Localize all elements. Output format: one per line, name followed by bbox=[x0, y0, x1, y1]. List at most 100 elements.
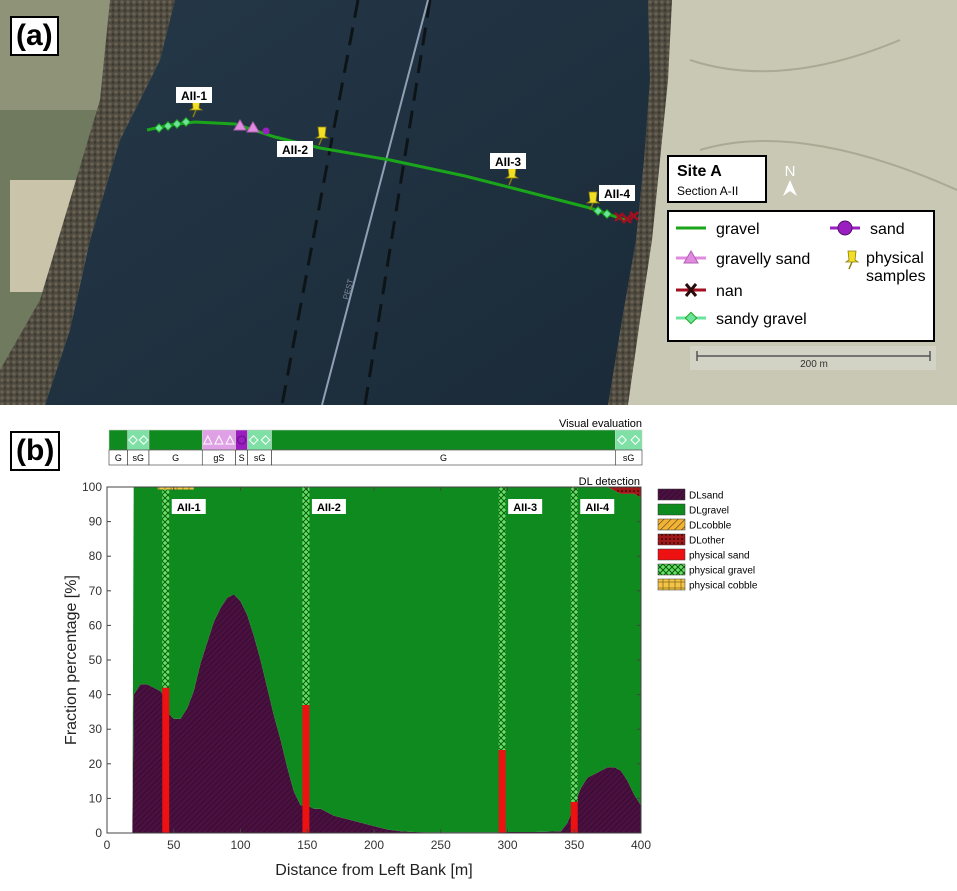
panel-b-label: (b) bbox=[10, 431, 61, 471]
svg-text:physical: physical bbox=[866, 250, 924, 267]
legend-gravelly-sand-icon bbox=[683, 250, 699, 264]
x-tick-label: 100 bbox=[230, 838, 250, 852]
site-subtitle: Section A-II bbox=[677, 184, 738, 198]
right-riverbank-trees bbox=[608, 0, 672, 405]
visual-sandy-gravel-marker bbox=[617, 435, 627, 445]
svg-text:sand: sand bbox=[870, 221, 905, 238]
sample-pin-icon bbox=[585, 191, 601, 211]
y-tick-label: 10 bbox=[89, 791, 103, 805]
sample-label-1: AII-1 bbox=[177, 502, 201, 514]
legend-swatch-psand bbox=[657, 548, 686, 561]
svg-text:200 m: 200 m bbox=[800, 359, 828, 370]
legend-label-pcobble: physical cobble bbox=[689, 581, 758, 592]
bridge-edge-dashed bbox=[280, 0, 360, 406]
legend-swatch-gravel bbox=[657, 503, 686, 516]
visual-segment-gravel bbox=[108, 429, 128, 451]
visual-evaluation-title: Visual evaluation bbox=[559, 418, 642, 430]
sample-label-2: AII-2 bbox=[317, 502, 341, 514]
physical-gravel-bar-3 bbox=[498, 487, 506, 750]
y-tick-label: 60 bbox=[89, 618, 103, 632]
legend-label-cobble: DLcobble bbox=[689, 521, 732, 532]
visual-code-label: sG bbox=[254, 453, 266, 463]
legend-sandy-gravel-icon bbox=[684, 311, 698, 325]
svg-text:AII-1: AII-1 bbox=[181, 89, 207, 103]
physical-sand-bar-4 bbox=[570, 801, 578, 833]
visual-sand-marker bbox=[237, 435, 246, 445]
physical-gravel-bar-1 bbox=[162, 487, 170, 688]
y-tick-label: 50 bbox=[89, 653, 103, 667]
sample-label-aii-3: AII-3 bbox=[490, 153, 526, 169]
sample-pin-icon bbox=[314, 126, 330, 146]
legend-label-sand: DLsand bbox=[689, 491, 723, 502]
bridge-road-line bbox=[321, 0, 429, 406]
area-dlgravel bbox=[132, 487, 641, 833]
x-tick-label: 250 bbox=[431, 838, 451, 852]
sample-label-aii-1: AII-1 bbox=[176, 87, 212, 103]
x-tick-label: 150 bbox=[297, 838, 317, 852]
visual-segment-sandy-gravel bbox=[247, 429, 272, 451]
aerial-map: PEST bbox=[0, 0, 957, 406]
x-tick-label: 200 bbox=[364, 838, 384, 852]
chart-legend: DLsand DLgravel DLcobble DLother physical sa… bbox=[657, 488, 758, 592]
legend-swatch-cobble bbox=[657, 518, 686, 531]
visual-sandy-gravel-marker bbox=[260, 435, 271, 445]
svg-text:AII-3: AII-3 bbox=[495, 155, 521, 169]
panel-a-label: (a) bbox=[10, 16, 59, 56]
visual-segment-gravel bbox=[271, 429, 616, 451]
sample-label-box-4 bbox=[580, 499, 615, 514]
svg-text:samples: samples bbox=[866, 268, 926, 285]
map-legend: gravel gravelly sand nan sandy gravel sa… bbox=[667, 210, 935, 342]
visual-code-label: S bbox=[239, 453, 245, 463]
area-dlsand bbox=[132, 594, 641, 833]
visual-gravelly-sand-marker bbox=[203, 434, 213, 445]
visual-gravelly-sand-marker bbox=[225, 434, 235, 445]
legend-label-gravel: DLgravel bbox=[689, 506, 729, 517]
svg-text:AII-2: AII-2 bbox=[282, 143, 308, 157]
legend-pin-icon bbox=[844, 250, 860, 270]
legend-swatch-sand bbox=[657, 488, 686, 501]
svg-text:AII-4: AII-4 bbox=[604, 187, 630, 201]
visual-code-label: gS bbox=[213, 453, 224, 463]
physical-gravel-bar-2 bbox=[302, 487, 310, 705]
sample-pin-icon bbox=[504, 166, 520, 186]
sample-label-3: AII-3 bbox=[513, 502, 537, 514]
north-arrow-icon: N bbox=[783, 163, 797, 196]
y-tick-label: 40 bbox=[89, 688, 103, 702]
legend-label-pgravel: physical gravel bbox=[689, 566, 755, 577]
sandy-gravel-markers bbox=[154, 117, 612, 219]
visual-code-label: G bbox=[172, 453, 179, 463]
sample-label-box-2 bbox=[311, 499, 346, 514]
x-tick-label: 0 bbox=[104, 838, 111, 852]
nan-markers bbox=[614, 211, 639, 224]
sample-label-aii-4: AII-4 bbox=[599, 185, 635, 201]
y-axis-label: Fraction percentage [%] bbox=[63, 575, 80, 745]
y-tick-label: 90 bbox=[89, 515, 103, 529]
panel-a-map: PEST bbox=[0, 0, 957, 406]
sample-labels: AII-1 AII-2 AII-3 AII-4 bbox=[171, 499, 615, 514]
right-bank-trail bbox=[699, 140, 957, 191]
physical-cobble-trace bbox=[157, 487, 194, 490]
visual-gravelly-sand-marker bbox=[214, 434, 224, 445]
physical-sand-bar-1 bbox=[162, 687, 170, 833]
visual-code-label: sG bbox=[623, 453, 635, 463]
gravelly-sand-markers bbox=[233, 119, 260, 133]
svg-text:nan: nan bbox=[716, 283, 743, 300]
site-info-box: Site A Section A-II bbox=[667, 155, 767, 203]
visual-code-label: sG bbox=[133, 453, 145, 463]
visual-code-cell bbox=[615, 449, 643, 466]
physical-sand-bar-2 bbox=[302, 704, 310, 833]
x-tick-label: 300 bbox=[497, 838, 517, 852]
sample-label-aii-2: AII-2 bbox=[277, 141, 313, 157]
x-tick-label: 350 bbox=[564, 838, 584, 852]
y-tick-label: 70 bbox=[89, 584, 103, 598]
physical-gravel-bar-4 bbox=[570, 487, 578, 802]
visual-segment-sandy-gravel bbox=[127, 429, 150, 451]
site-title: Site A bbox=[677, 163, 722, 180]
visual-segment-gravelly-sand bbox=[201, 429, 236, 451]
scale-bar: 200 m bbox=[690, 346, 936, 370]
svg-text:N: N bbox=[785, 163, 796, 180]
visual-sandy-gravel-marker bbox=[630, 435, 641, 445]
y-tick-label: 30 bbox=[89, 722, 103, 736]
